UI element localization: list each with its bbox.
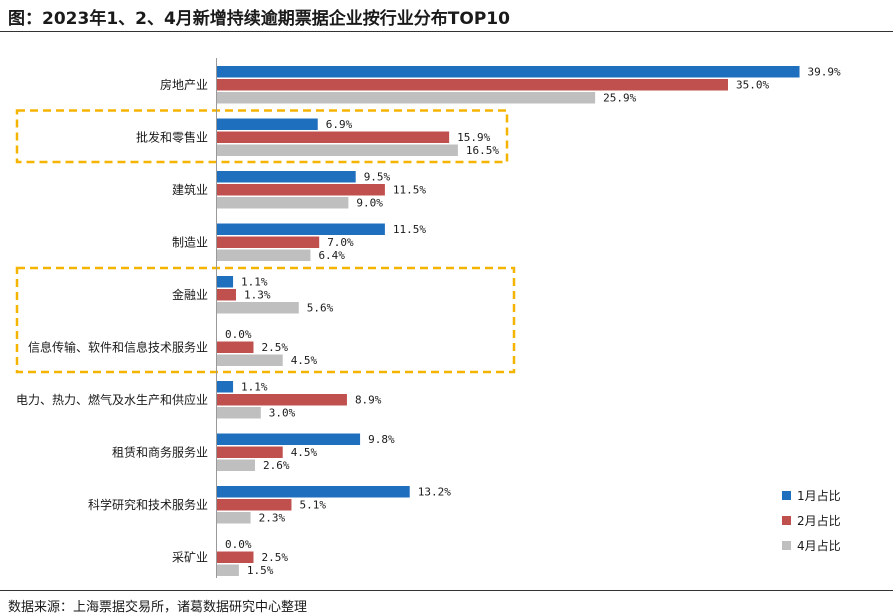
data-label: 1.1% xyxy=(241,276,268,289)
data-label: 2.5% xyxy=(262,551,289,564)
bar-chart: 房地产业 39.9% 35.0% 25.9% 批发和零售业 6.9% 15.9%16.5% 建… xyxy=(15,58,841,578)
data-label: 0.0% xyxy=(225,538,252,551)
data-label: 9.5% xyxy=(364,171,391,184)
data-label: 5.6% xyxy=(307,302,334,315)
legend-swatch xyxy=(782,491,791,500)
data-label: 3.0% xyxy=(269,407,296,420)
data-label: 39.9% xyxy=(808,66,841,79)
bar xyxy=(217,341,254,353)
bar xyxy=(217,223,385,235)
bar xyxy=(217,92,596,104)
data-label: 2.5% xyxy=(262,341,289,354)
data-label: 35.0% xyxy=(736,79,769,92)
legend-label: 2月占比 xyxy=(797,513,841,528)
data-label: 5.1% xyxy=(299,499,326,512)
category-label: 信息传输、软件和信息技术服务业 xyxy=(28,339,208,354)
category-label: 采矿业 xyxy=(172,550,208,564)
highlight-box xyxy=(15,109,509,164)
category-label: 电力、热力、燃气及水生产和供应业 xyxy=(16,392,208,407)
data-label: 9.8% xyxy=(368,433,395,446)
data-label: 4.5% xyxy=(291,446,318,459)
data-label: 9.0% xyxy=(356,197,383,210)
bar xyxy=(217,118,318,130)
category-label: 科学研究和技术服务业 xyxy=(88,497,208,512)
data-label: 13.2% xyxy=(418,486,451,499)
bar xyxy=(217,79,728,91)
bar xyxy=(217,486,410,498)
bar xyxy=(217,249,311,261)
data-label: 1.1% xyxy=(241,381,268,394)
data-label: 0.0% xyxy=(225,328,252,341)
bar xyxy=(217,407,261,419)
source-note: 数据来源：上海票据交易所，诸葛数据研究中心整理 xyxy=(8,600,308,615)
legend-label: 4月占比 xyxy=(797,538,841,553)
data-label: 6.9% xyxy=(326,118,353,131)
bar xyxy=(217,184,385,196)
data-label: 4.5% xyxy=(291,354,318,367)
category-label: 制造业 xyxy=(172,235,208,249)
legend-swatch xyxy=(782,541,791,550)
bar xyxy=(217,564,239,576)
bar xyxy=(217,131,450,143)
legend-label: 1月占比 xyxy=(797,488,841,503)
data-label: 1.3% xyxy=(244,289,271,302)
bar xyxy=(217,171,356,183)
data-label: 1.5% xyxy=(247,564,274,577)
data-label: 11.5% xyxy=(393,223,426,236)
data-label: 15.9% xyxy=(457,131,490,144)
bar xyxy=(217,302,299,314)
data-label: 11.5% xyxy=(393,184,426,197)
bar xyxy=(217,381,234,393)
data-label: 2.3% xyxy=(259,512,286,525)
data-label: 2.6% xyxy=(263,459,290,472)
bar xyxy=(217,236,320,248)
bar xyxy=(217,499,292,511)
title-rule xyxy=(0,31,893,32)
category-label: 建筑业 xyxy=(172,182,208,197)
data-label: 8.9% xyxy=(355,394,382,407)
bar xyxy=(217,433,361,445)
bar xyxy=(217,276,234,288)
bar xyxy=(217,144,458,156)
bar xyxy=(217,446,283,458)
category-label: 金融业 xyxy=(172,287,208,302)
source-rule xyxy=(0,590,893,591)
bar xyxy=(217,197,349,209)
data-label: 7.0% xyxy=(327,236,354,249)
category-label: 租赁和商务服务业 xyxy=(112,444,208,459)
data-label: 6.4% xyxy=(318,249,345,262)
category-label: 房地产业 xyxy=(160,77,208,92)
bar xyxy=(217,354,283,366)
bar xyxy=(217,289,236,301)
bar xyxy=(217,459,255,471)
bar xyxy=(217,551,254,563)
category-label: 批发和零售业 xyxy=(136,129,208,144)
highlight-box xyxy=(15,266,516,374)
bar xyxy=(217,394,347,406)
data-label: 25.9% xyxy=(603,92,636,105)
chart-title: 图：2023年1、2、4月新增持续逾期票据企业按行业分布TOP10 xyxy=(8,9,510,29)
bar xyxy=(217,512,251,524)
data-label: 16.5% xyxy=(466,144,499,157)
legend-swatch xyxy=(782,516,791,525)
bar xyxy=(217,66,800,78)
